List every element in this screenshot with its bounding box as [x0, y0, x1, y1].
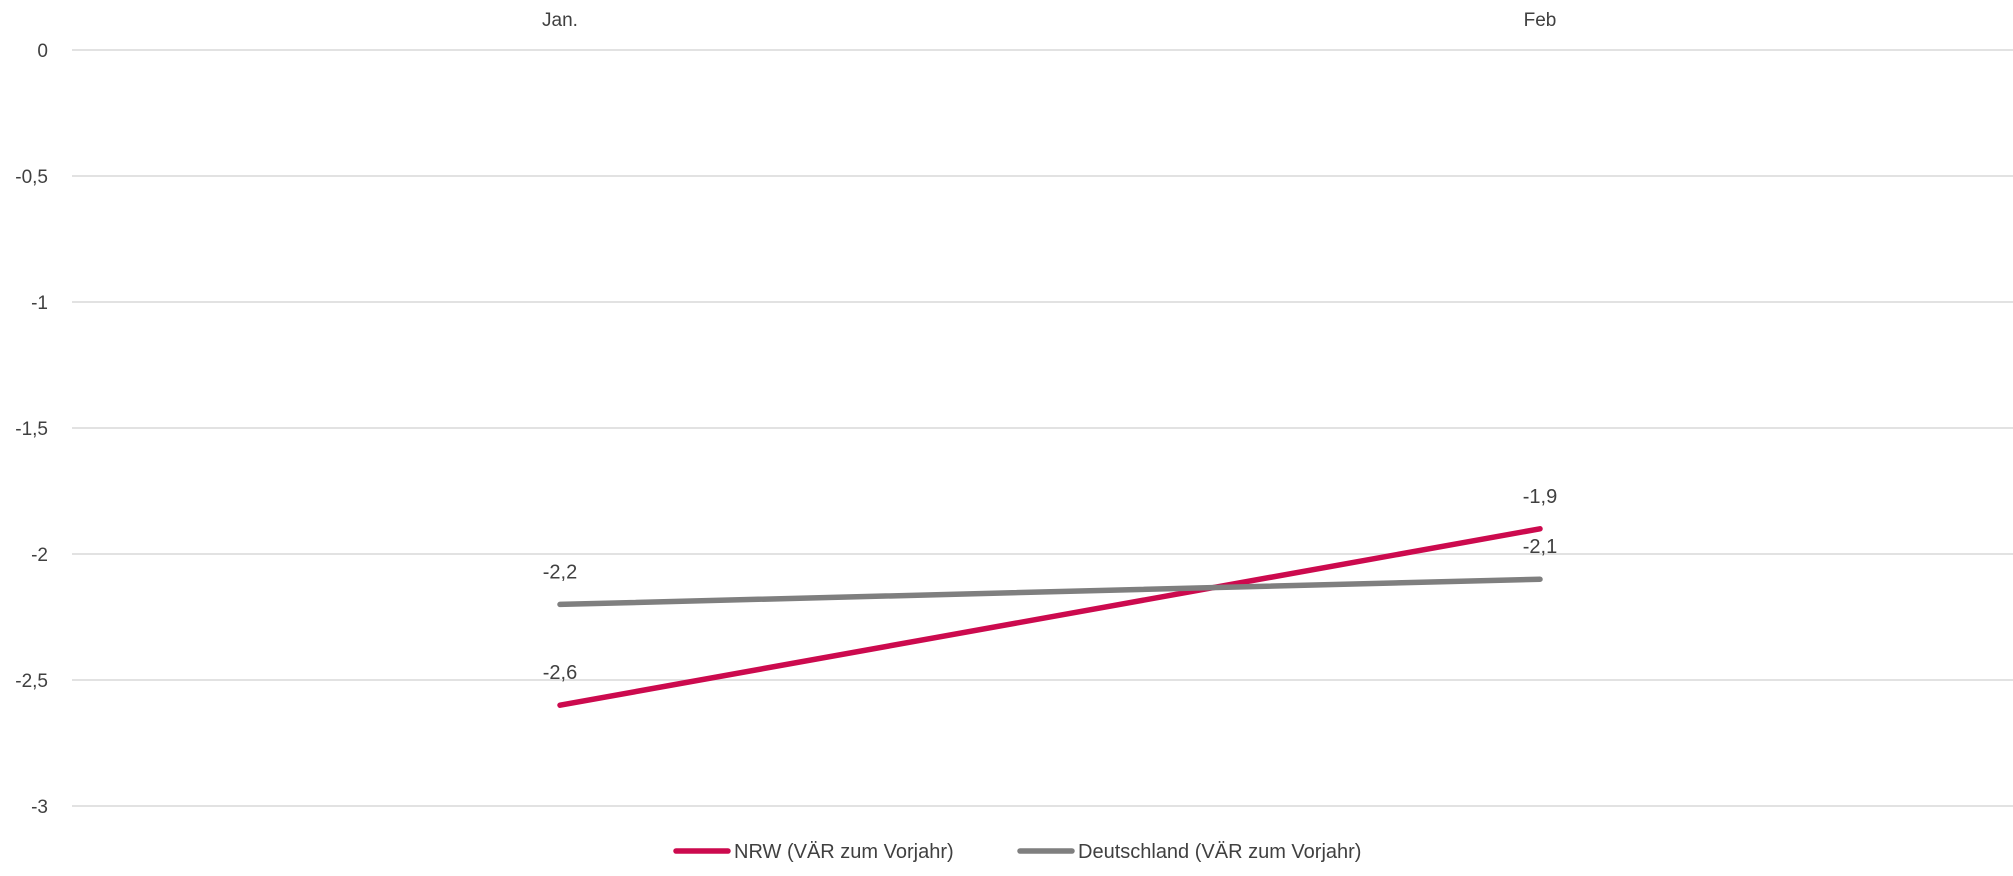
legend: NRW (VÄR zum Vorjahr) Deutschland (VÄR zu… [673, 841, 1361, 863]
data-label: -2,1 [1523, 536, 1557, 558]
y-tick-label: -3 [31, 797, 48, 818]
y-axis-tick-labels: 0 -0,5 -1 -1,5 -2 -2,5 -3 [15, 41, 48, 818]
data-labels: -2,6 -1,9 -2,2 -2,1 [543, 486, 1557, 684]
y-tick-label: -2,5 [15, 671, 48, 692]
x-tick-label: Jan. [542, 10, 578, 31]
y-tick-label: -1 [31, 293, 48, 314]
gridlines [72, 49, 2013, 807]
series-line-deutschland [557, 576, 1543, 608]
legend-label: NRW (VÄR zum Vorjahr) [734, 841, 954, 863]
y-tick-label: -1,5 [15, 419, 48, 440]
data-label: -2,6 [543, 662, 577, 684]
series-line-nrw [557, 526, 1543, 708]
series-lines [557, 526, 1543, 708]
y-tick-label: -0,5 [15, 167, 48, 188]
legend-label: Deutschland (VÄR zum Vorjahr) [1078, 841, 1361, 863]
y-tick-label: 0 [37, 41, 48, 62]
y-tick-label: -2 [31, 545, 48, 566]
data-label: -2,2 [543, 561, 577, 583]
x-axis-tick-labels: Jan. Feb [542, 10, 1556, 31]
data-label: -1,9 [1523, 486, 1557, 508]
x-tick-label: Feb [1524, 10, 1557, 31]
